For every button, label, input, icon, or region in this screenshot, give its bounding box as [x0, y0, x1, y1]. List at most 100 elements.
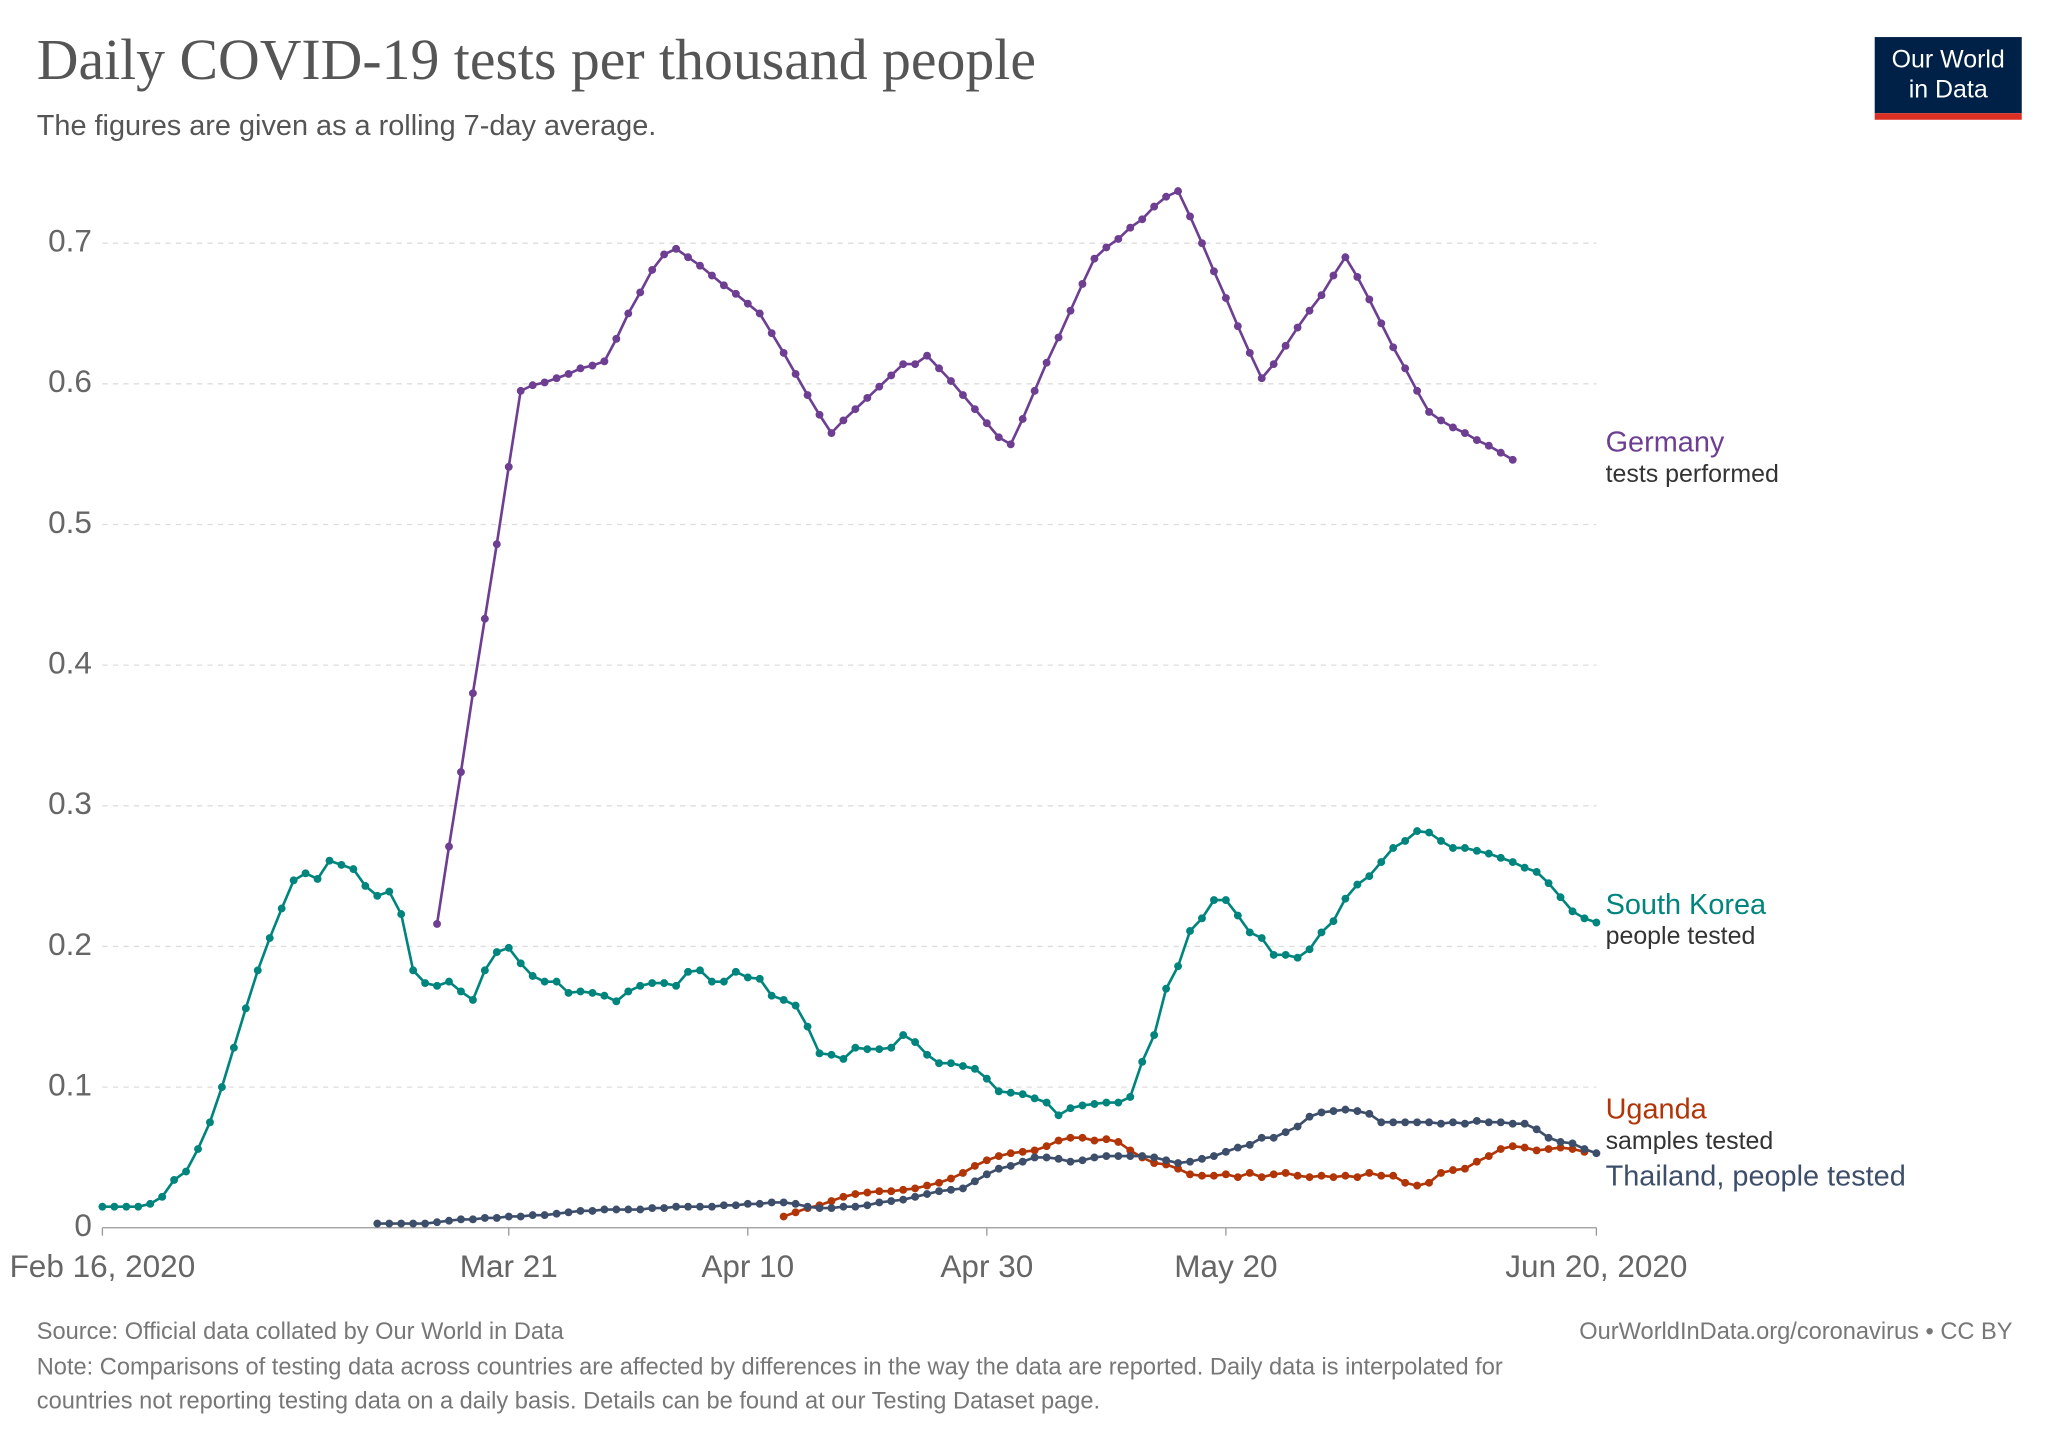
data-point: [540, 378, 549, 387]
data-point: [1413, 827, 1422, 836]
data-point: [1437, 1119, 1445, 1128]
data-point: [1269, 1170, 1278, 1179]
data-point: [1114, 1138, 1123, 1146]
data-point: [564, 1208, 573, 1217]
data-point: [1042, 358, 1051, 367]
data-point: [1425, 1178, 1434, 1187]
data-point: [672, 981, 681, 990]
data-point: [1329, 917, 1338, 926]
data-point: [1174, 1164, 1183, 1173]
data-point: [815, 1049, 824, 1058]
data-point: [827, 1050, 836, 1059]
data-point: [588, 1206, 597, 1215]
data-point: [528, 1211, 537, 1220]
data-point: [1078, 1133, 1087, 1142]
data-point: [1018, 1157, 1027, 1166]
legend-note: tests performed: [1606, 460, 1779, 488]
data-point: [1006, 1088, 1015, 1097]
data-point: [182, 1167, 191, 1176]
data-point: [970, 1177, 979, 1186]
data-point: [719, 281, 728, 290]
data-point: [696, 1202, 704, 1211]
data-point: [970, 1161, 979, 1170]
data-point: [600, 357, 609, 366]
data-point: [1006, 1149, 1015, 1158]
data-point: [373, 1219, 382, 1228]
data-point: [1532, 1125, 1541, 1134]
data-point: [576, 1206, 585, 1215]
data-point: [1520, 1119, 1529, 1128]
data-point: [1377, 858, 1386, 867]
chart-subtitle: The figures are given as a rolling 7-day…: [37, 110, 657, 142]
data-point: [301, 869, 310, 878]
data-point: [1233, 911, 1242, 920]
data-point: [1078, 1101, 1087, 1110]
data-point: [134, 1202, 143, 1211]
data-point: [863, 1201, 872, 1210]
data-point: [1496, 1145, 1505, 1153]
data-point: [564, 370, 573, 378]
data-point: [313, 875, 322, 883]
data-point: [815, 1204, 824, 1213]
data-point: [1209, 267, 1218, 276]
data-point: [504, 943, 513, 952]
data-point: [1233, 1173, 1242, 1182]
data-point: [1030, 1094, 1039, 1103]
data-point: [731, 967, 740, 976]
x-tick-label: Jun 20, 2020: [1505, 1248, 1687, 1284]
data-point: [935, 364, 943, 373]
data-point: [851, 1202, 860, 1211]
data-point: [1508, 1142, 1517, 1151]
data-point: [1054, 1136, 1063, 1145]
data-point: [767, 991, 776, 1000]
data-point: [911, 1038, 920, 1047]
data-point: [779, 348, 788, 357]
data-point: [1042, 1098, 1051, 1107]
data-point: [767, 329, 776, 338]
data-point: [1054, 1111, 1063, 1120]
data-point: [958, 1168, 967, 1177]
data-point: [1233, 322, 1242, 331]
data-point: [696, 261, 704, 270]
data-point: [492, 1213, 501, 1222]
data-point: [1532, 867, 1541, 876]
data-point: [1186, 927, 1194, 935]
data-point: [624, 987, 633, 996]
data-point: [98, 1202, 107, 1211]
data-point: [1556, 1143, 1565, 1152]
data-point: [1030, 1153, 1039, 1162]
data-point: [624, 1205, 633, 1214]
data-point: [1353, 1173, 1362, 1182]
data-point: [947, 377, 955, 385]
x-tick-label: Mar 21: [460, 1248, 558, 1284]
data-point: [1377, 319, 1386, 328]
data-point: [887, 1197, 896, 1205]
data-point: [1389, 1171, 1398, 1180]
data-point: [827, 1204, 836, 1213]
data-point: [1293, 1171, 1302, 1180]
legend-label: Uganda: [1606, 1094, 1708, 1126]
data-point: [1162, 1156, 1171, 1165]
data-point: [1257, 374, 1266, 383]
data-point: [516, 1212, 525, 1221]
data-point: [1365, 1168, 1374, 1177]
data-point: [1532, 1146, 1541, 1155]
data-point: [1293, 323, 1302, 332]
data-point: [1018, 415, 1027, 423]
data-point: [1126, 1152, 1135, 1160]
data-point: [1592, 918, 1601, 927]
data-point: [672, 244, 681, 253]
data-point: [146, 1199, 155, 1208]
data-point: [982, 1074, 991, 1083]
data-point: [385, 887, 394, 896]
data-point: [875, 382, 884, 391]
data-point: [1353, 880, 1362, 889]
credit: OurWorldInData.org/coronavirus • CC BY: [1579, 1319, 2012, 1345]
data-point: [1484, 441, 1493, 450]
data-point: [863, 1188, 872, 1197]
data-point: [1281, 1168, 1290, 1177]
legend-label: South Korea: [1606, 889, 1767, 921]
x-tick-label: Feb 16, 2020: [10, 1248, 196, 1284]
data-point: [1150, 1031, 1159, 1040]
logo-stripe: [1874, 113, 2022, 120]
